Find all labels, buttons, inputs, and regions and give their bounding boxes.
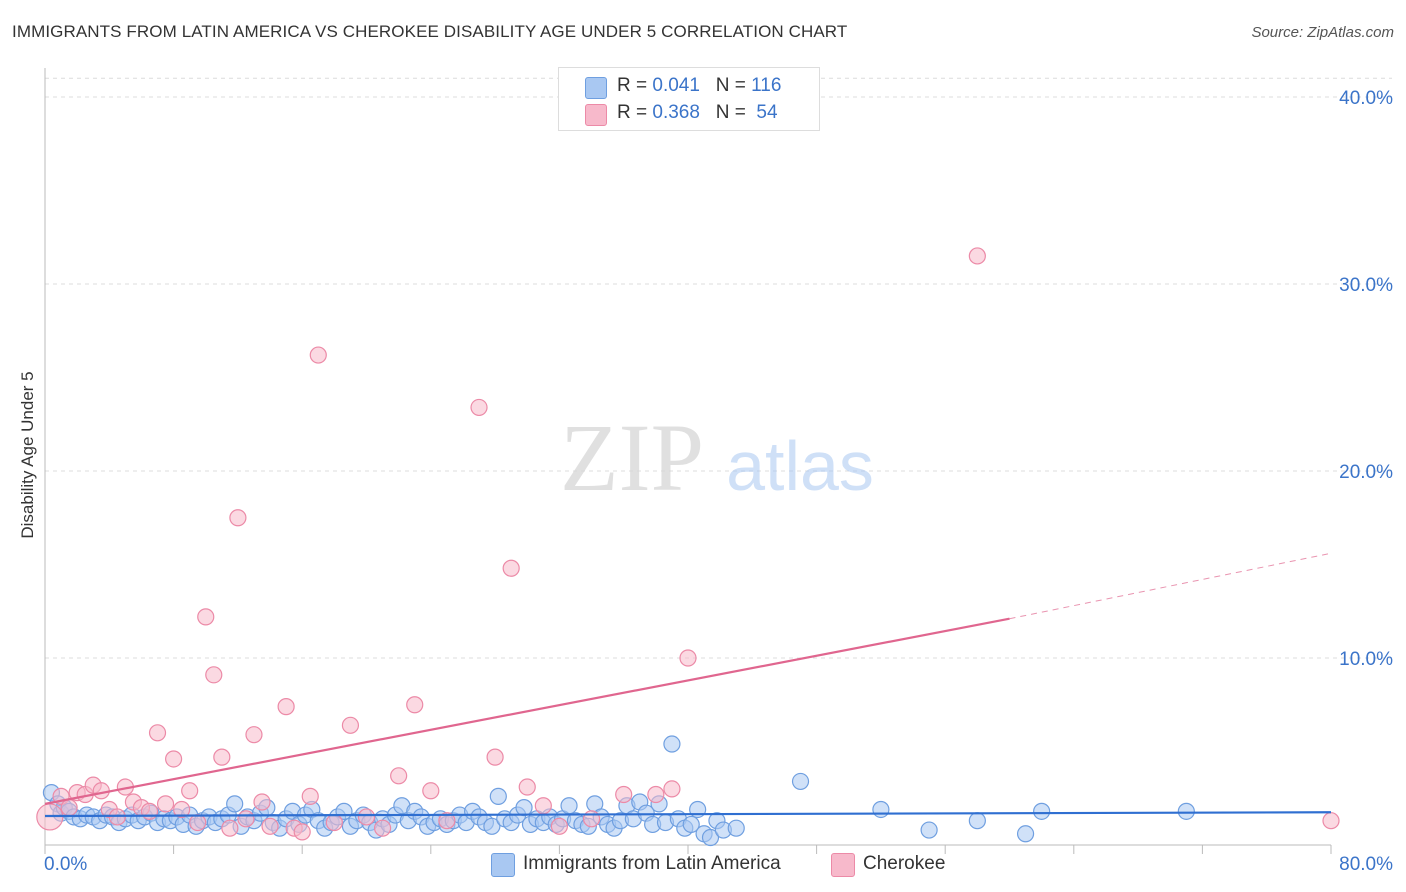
point-cherokee — [173, 800, 191, 819]
watermark-zip: ZIP — [560, 404, 704, 511]
point-latin-america — [226, 795, 244, 813]
y-axis-label: Disability Age Under 5 — [18, 371, 37, 539]
point-cherokee — [470, 398, 488, 417]
point-cherokee — [277, 698, 295, 716]
point-cherokee — [373, 819, 392, 837]
point-cherokee — [301, 787, 319, 805]
point-cherokee — [615, 785, 633, 804]
point-cherokee — [237, 810, 255, 828]
point-latin-america — [489, 787, 507, 805]
trend-line-latin-america — [44, 811, 1332, 818]
legend-n-label: N = — [715, 102, 752, 123]
legend-swatch-pink — [831, 853, 855, 877]
point-latin-america — [483, 817, 501, 835]
watermark: ZIP atlas — [560, 404, 874, 511]
point-cherokee — [325, 813, 343, 832]
point-cherokee — [156, 795, 175, 813]
point-latin-america — [701, 828, 720, 847]
point-cherokee — [229, 509, 247, 527]
legend-swatch-pink — [585, 104, 607, 126]
y-tick-label: 20.0% — [1339, 462, 1393, 483]
point-latin-america — [515, 798, 533, 817]
legend-swatch-blue — [491, 853, 515, 877]
point-cherokee — [968, 247, 986, 265]
point-latin-america — [1033, 802, 1051, 820]
legend-row-text: R = 0.041 N = 116 — [617, 75, 781, 97]
y-tick-label: 30.0% — [1339, 275, 1393, 296]
point-cherokee — [261, 817, 279, 835]
point-latin-america — [1016, 825, 1035, 843]
point-cherokee — [406, 696, 424, 714]
legend-r-label: R = — [617, 102, 653, 123]
legend-row-text: R = 0.368 N = 54 — [617, 102, 778, 124]
x-tick-label: 80.0% — [1339, 854, 1393, 875]
point-cherokee — [293, 823, 311, 841]
point-latin-america — [791, 772, 810, 791]
point-latin-america — [920, 821, 938, 839]
point-cherokee — [92, 782, 110, 800]
point-cherokee — [253, 793, 271, 811]
point-cherokee — [438, 812, 456, 830]
series-legend: Immigrants from Latin America Cherokee — [0, 852, 1406, 878]
source-label: Source: ZipAtlas.com — [1251, 24, 1394, 41]
legend-label-cherokee: Cherokee — [863, 853, 946, 874]
point-latin-america — [968, 812, 986, 830]
x-tick-label: 0.0% — [44, 854, 87, 875]
point-cherokee — [309, 346, 327, 364]
point-cherokee — [221, 819, 239, 837]
point-cherokee — [181, 782, 199, 800]
legend-r-value: 0.368 — [652, 102, 700, 123]
axes — [44, 68, 1332, 854]
point-cherokee — [486, 748, 504, 766]
point-latin-america — [872, 800, 890, 819]
point-cherokee — [148, 724, 167, 742]
point-cherokee — [663, 780, 681, 798]
point-latin-america — [663, 735, 681, 753]
legend-n-label: N = — [715, 75, 752, 96]
legend-r-label: R = — [617, 75, 653, 96]
point-cherokee — [502, 559, 520, 577]
trend-line-cherokee-extension — [1009, 552, 1332, 620]
y-tick-label: 10.0% — [1339, 649, 1393, 670]
legend-label-latin-america: Immigrants from Latin America — [523, 853, 781, 874]
trend-lines — [44, 552, 1332, 818]
point-latin-america — [1177, 802, 1195, 820]
point-cherokee — [60, 798, 78, 817]
legend-n-value: 116 — [751, 75, 782, 96]
point-cherokee — [550, 817, 569, 835]
correlation-legend: R = 0.041 N = 116 R = 0.368 N = 54 — [558, 67, 820, 131]
point-cherokee — [534, 797, 552, 815]
legend-swatch-blue — [585, 77, 607, 99]
watermark-atlas: atlas — [726, 427, 874, 505]
point-latin-america — [682, 815, 700, 834]
point-cherokee — [518, 778, 536, 796]
point-cherokee — [213, 748, 231, 766]
point-cherokee — [140, 802, 159, 820]
legend-r-value: 0.041 — [652, 75, 700, 96]
legend-n-value: 54 — [751, 102, 778, 123]
gridlines — [45, 77, 1392, 659]
point-cherokee — [582, 810, 601, 828]
point-cherokee — [197, 608, 215, 626]
point-latin-america — [560, 797, 578, 815]
point-cherokee — [647, 785, 665, 804]
point-cherokee — [1322, 812, 1340, 830]
point-cherokee — [357, 808, 376, 826]
tick-labels: 10.0% 20.0% 30.0% 40.0% 0.0% 80.0% — [44, 88, 1393, 875]
point-cherokee — [108, 808, 126, 826]
y-tick-label: 40.0% — [1339, 88, 1393, 109]
point-cherokee — [245, 726, 263, 744]
point-latin-america — [727, 819, 745, 837]
chart-title: IMMIGRANTS FROM LATIN AMERICA VS CHEROKE… — [12, 22, 848, 41]
point-cherokee — [422, 782, 440, 800]
point-cherokee — [189, 813, 207, 832]
point-cherokee — [205, 666, 223, 684]
point-cherokee — [390, 767, 408, 785]
point-cherokee — [341, 716, 360, 734]
point-cherokee — [679, 649, 697, 667]
trend-line-cherokee — [44, 617, 1010, 805]
point-cherokee — [165, 750, 183, 768]
series-cherokee-points — [36, 247, 1340, 841]
